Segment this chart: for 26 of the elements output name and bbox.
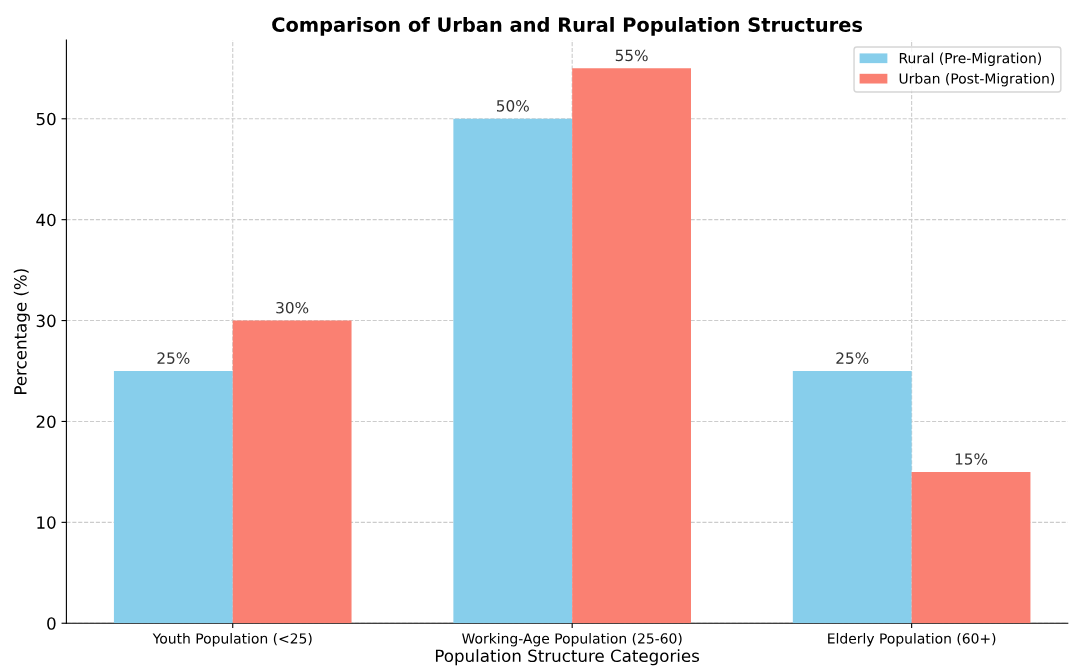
bar [911,471,1031,624]
data-label: 25% [157,352,190,364]
bar [792,371,912,624]
legend-label: Rural (Pre-Migration) [899,52,1042,67]
data-label: 50% [496,100,529,112]
data-label: 55% [615,49,648,62]
legend-label: Urban (Post-Migration) [899,72,1055,87]
data-label: 25% [836,352,869,364]
x-tick-label: Youth Population (<25) [152,632,312,647]
data-label: 30% [276,301,309,314]
y-tick-label: 10 [37,516,56,529]
y-tick-label: 20 [36,415,56,429]
y-tick-label: 30 [36,314,56,328]
y-axis-title: Percentage (%) [13,269,30,394]
x-axis-title: Population Structure Categories [435,649,700,666]
bar [572,68,691,624]
x-tick-label: Elderly Population (60+) [828,632,996,647]
y-tick-label: 0 [47,617,56,630]
y-tick-label: 40 [36,213,56,227]
y-tick-label: 50 [36,112,56,126]
bar [113,371,233,624]
x-tick-label: Working-Age Population (25-60) [462,632,682,647]
data-label: 15% [955,453,988,465]
bar [453,118,573,624]
bar [232,320,352,624]
chart-title: Comparison of Urban and Rural Population Structures [272,16,863,36]
